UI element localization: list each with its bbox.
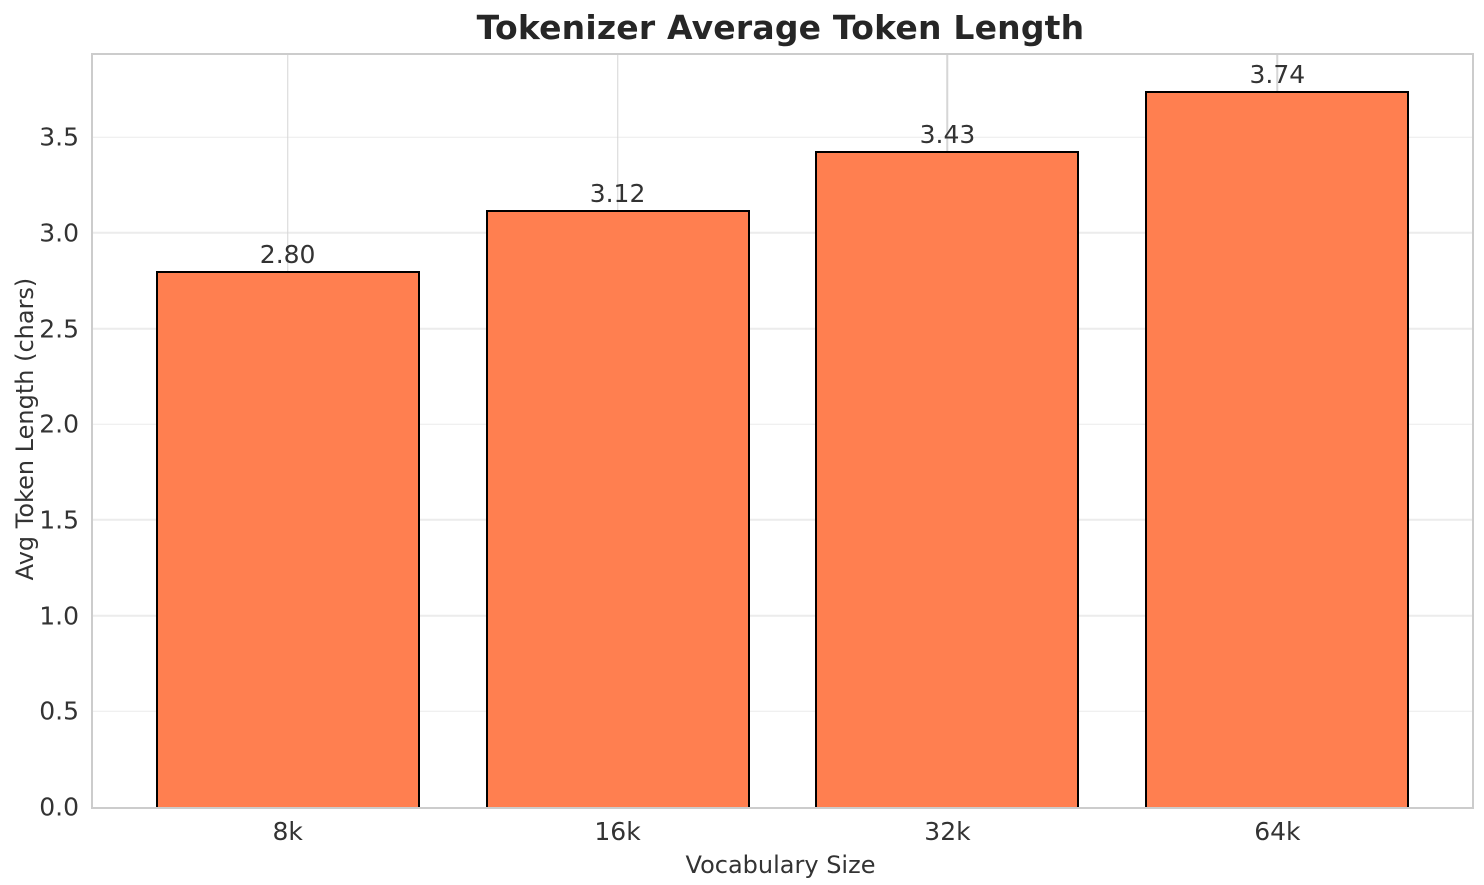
horizontal-gridline: [93, 614, 1472, 617]
y-tick-label: 0.5: [39, 696, 79, 726]
bar-value-label: 3.12: [589, 179, 646, 208]
y-tick-label: 0.0: [39, 792, 79, 822]
chart-title: Tokenizer Average Token Length: [476, 8, 1085, 47]
bar-32k: 3.43: [815, 120, 1080, 807]
x-tick-label: 8k: [272, 817, 303, 846]
plot-area: 0.0 0.5 1.0 1.5 2.0 2.5 3.0 3.5 2.80 8k 3.12 16k 3.4…: [39, 53, 1474, 846]
horizontal-gridline: [93, 232, 1472, 234]
y-tick-label: 1.5: [39, 505, 79, 535]
x-tick-label: 16k: [594, 817, 641, 846]
y-tick-label: 1.0: [39, 601, 79, 631]
horizontal-gridline: [93, 136, 1472, 139]
x-tick-label: 64k: [1254, 817, 1301, 846]
bar-value-label: 3.74: [1249, 60, 1306, 90]
x-tick-label: 32k: [924, 817, 971, 846]
bar-64k: 3.74: [1145, 60, 1410, 807]
bar-value-label: 3.43: [919, 119, 976, 149]
horizontal-gridline: [93, 710, 1472, 713]
horizontal-gridline: [93, 423, 1472, 426]
bar-8k: 2.80: [155, 240, 420, 807]
y-tick-label: 3.5: [39, 122, 79, 152]
bar-value-label: 2.80: [259, 240, 316, 270]
horizontal-gridline: [93, 327, 1472, 330]
bar-16k: 3.12: [485, 179, 750, 807]
y-axis-label: Avg Token Length (chars): [11, 277, 39, 581]
y-tick-label: 2.0: [39, 409, 79, 439]
y-tick-label: 2.5: [39, 314, 79, 344]
y-tick-label: 3.0: [39, 218, 79, 248]
x-axis-label: Vocabulary Size: [685, 851, 876, 879]
horizontal-gridline: [93, 519, 1472, 521]
